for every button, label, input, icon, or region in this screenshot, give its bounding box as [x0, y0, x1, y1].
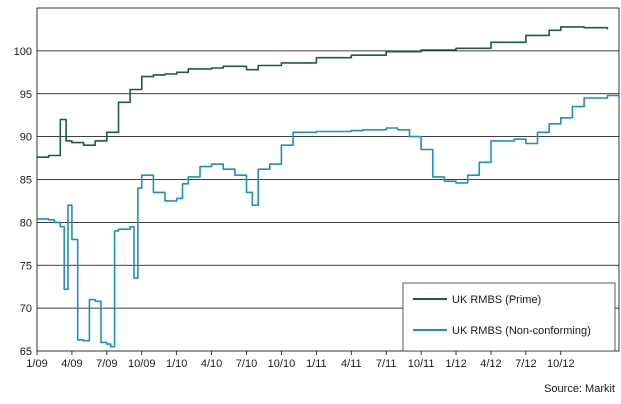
- x-tick-label: 4/09: [61, 358, 82, 370]
- x-tick-label: 10/09: [128, 358, 156, 370]
- x-axis-ticks: 1/09 4/09 7/09 10/09 1/10 4/10 7/10 10/10 1/11 4/…: [26, 351, 575, 370]
- legend: UK RMBS (Prime) UK RMBS (Non-conforming): [402, 282, 616, 352]
- source-note: Source: Markit: [544, 383, 615, 395]
- series-line-prime: [37, 26, 609, 158]
- y-tick-label: 95: [20, 89, 32, 101]
- y-tick-label: 65: [20, 346, 32, 358]
- y-tick-label: 70: [20, 303, 32, 315]
- x-tick-label: 4/10: [201, 358, 222, 370]
- y-tick-label: 90: [20, 132, 32, 144]
- x-tick-label: 1/10: [166, 358, 187, 370]
- x-tick-label: 7/12: [515, 358, 536, 370]
- y-tick-label: 100: [14, 46, 32, 58]
- x-tick-label: 1/09: [26, 358, 47, 370]
- x-tick-label: 10/10: [268, 358, 296, 370]
- y-axis-ticks: 65 70 75 80 85 90 95 100: [14, 46, 32, 358]
- series-line-nonconforming: [37, 94, 620, 348]
- y-tick-label: 85: [20, 175, 32, 187]
- x-tick-label: 1/11: [306, 358, 327, 370]
- x-tick-label: 7/09: [96, 358, 117, 370]
- x-tick-label: 4/11: [341, 358, 362, 370]
- x-tick-label: 1/12: [445, 358, 466, 370]
- x-tick-label: 4/12: [480, 358, 501, 370]
- series-lines: [37, 26, 620, 348]
- x-tick-label: 7/11: [376, 358, 397, 370]
- legend-label-nonconforming: UK RMBS (Non-conforming): [452, 325, 591, 337]
- x-tick-label: 7/10: [236, 358, 257, 370]
- x-tick-label: 10/12: [547, 358, 575, 370]
- y-tick-label: 75: [20, 260, 32, 272]
- legend-label-prime: UK RMBS (Prime): [452, 294, 541, 306]
- x-tick-label: 10/11: [408, 358, 435, 370]
- y-tick-label: 80: [20, 217, 32, 229]
- legend-box: [402, 282, 616, 352]
